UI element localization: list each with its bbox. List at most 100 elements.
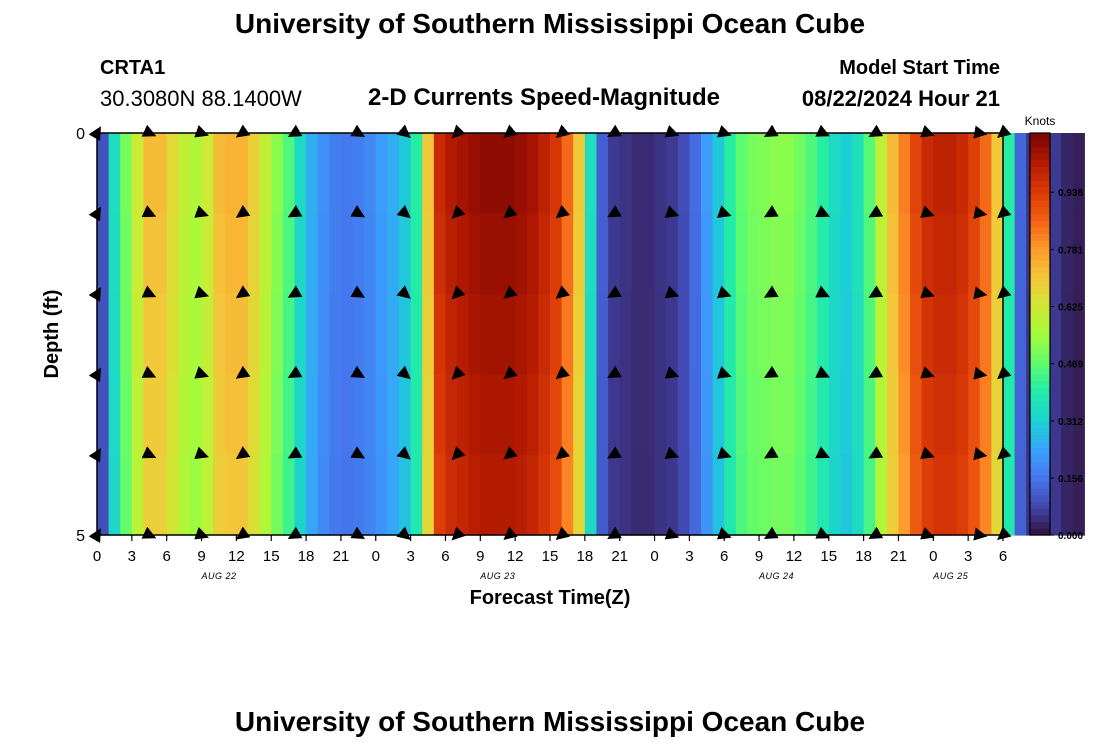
heatmap-cell [120, 374, 133, 456]
heatmap-cell [724, 133, 737, 214]
heatmap-cell [1014, 293, 1027, 375]
heatmap-cell [619, 213, 632, 295]
heatmap-cell [921, 213, 934, 295]
current-arrow [716, 366, 732, 379]
heatmap-cell [515, 213, 528, 295]
colorbar-segment [1030, 394, 1050, 402]
heatmap-cell [375, 293, 388, 375]
colorbar-segment [1030, 454, 1050, 462]
heatmap-cell [1014, 133, 1027, 214]
heatmap-cell [1014, 454, 1027, 536]
heatmap-cell [584, 133, 598, 214]
heatmap-cell [875, 454, 888, 536]
heatmap-cell [364, 293, 377, 375]
heatmap-cell [364, 213, 377, 295]
heatmap-cell [1003, 454, 1016, 536]
heatmap-cell [306, 454, 319, 536]
heatmap-cell [294, 133, 307, 214]
heatmap-cell [979, 213, 992, 295]
heatmap-cell [364, 133, 377, 214]
current-arrow [555, 446, 571, 460]
heatmap-cell [701, 293, 714, 375]
heatmap-cell [410, 454, 423, 536]
x-tick-label: 21 [333, 548, 350, 565]
heatmap-cell [805, 133, 818, 214]
heatmap-cell [584, 374, 598, 456]
heatmap-cell [817, 374, 830, 456]
heatmap-cell [817, 133, 830, 214]
heatmap-cell [387, 213, 400, 295]
colorbar-tick-label: 0.781 [1058, 246, 1083, 257]
heatmap-cell [445, 374, 458, 456]
current-arrow [763, 205, 779, 218]
heatmap-cell [468, 374, 481, 456]
heatmap-cell [131, 374, 145, 456]
heatmap-cell [608, 133, 621, 214]
heatmap-cell [410, 213, 423, 295]
colorbar-segment [1030, 508, 1050, 516]
heatmap-cell [108, 293, 121, 375]
heatmap-cell [666, 213, 679, 295]
colorbar: Knots 0.000 0.156 0.312 0.469 0.625 0.781 0.938 [1025, 114, 1084, 542]
heatmap-cell [189, 213, 203, 295]
current-arrow [664, 446, 680, 460]
colorbar-segment [1030, 494, 1050, 502]
current-arrow [350, 285, 366, 298]
heatmap-cell [387, 374, 400, 456]
heatmap-cell [294, 213, 307, 295]
heatmap-cell [898, 133, 911, 214]
heatmap-cell [364, 374, 377, 456]
colorbar-segment [1030, 267, 1050, 275]
heatmap-cell [677, 293, 690, 375]
heatmap-cell [468, 454, 481, 536]
heatmap-cell [306, 133, 319, 214]
heatmap-cell [654, 454, 667, 536]
heatmap-cell [631, 293, 644, 375]
heatmap-cell [747, 133, 760, 214]
heatmap-cell [97, 454, 110, 536]
heatmap-cell [178, 454, 191, 536]
colorbar-segment [1030, 347, 1050, 355]
heatmap-cell [236, 293, 249, 375]
heatmap-cell [550, 293, 563, 375]
heatmap-cell [155, 293, 168, 375]
colorbar-segment [1030, 407, 1050, 415]
colorbar-segment [1030, 441, 1050, 449]
colorbar-segment [1030, 313, 1050, 322]
heatmap-cell [817, 293, 830, 375]
heatmap-cell [921, 293, 934, 375]
colorbar-segment [1030, 474, 1050, 482]
heatmap-cell [433, 454, 447, 536]
colorbar-segment [1030, 260, 1050, 268]
heatmap-cell [770, 133, 783, 214]
heatmap-cell [120, 213, 133, 295]
x-tick-label: 9 [197, 548, 205, 565]
heatmap-cell [271, 374, 284, 456]
heatmap-cell [340, 454, 354, 536]
x-tick-label: 6 [999, 548, 1007, 565]
current-arrow [451, 446, 466, 461]
x-tick-label: 21 [611, 548, 628, 565]
heatmap-cell [387, 454, 400, 536]
heatmap-cell [596, 293, 609, 375]
current-arrow [973, 286, 988, 300]
heatmap-cell [352, 293, 365, 375]
heatmap-cell [759, 213, 772, 295]
y-tick-label: 5 [76, 528, 85, 545]
heatmap-cell [503, 454, 516, 536]
heatmap-cell [701, 374, 714, 456]
current-arrow [350, 365, 366, 379]
heatmap-cell [910, 293, 923, 375]
heatmap-cell [910, 213, 923, 295]
heatmap-cell [271, 133, 284, 214]
heatmap-cell [886, 133, 900, 214]
heatmap-cell [166, 213, 179, 295]
heatmap-cell [747, 293, 760, 375]
x-tick-label: 15 [542, 548, 559, 565]
current-arrow [451, 204, 466, 219]
heatmap-cell [259, 133, 272, 214]
heatmap-cell [143, 374, 156, 456]
heatmap-cell [898, 374, 911, 456]
station-coordinates: 30.3080N 88.1400W [100, 86, 302, 111]
heatmap-cell [759, 374, 772, 456]
